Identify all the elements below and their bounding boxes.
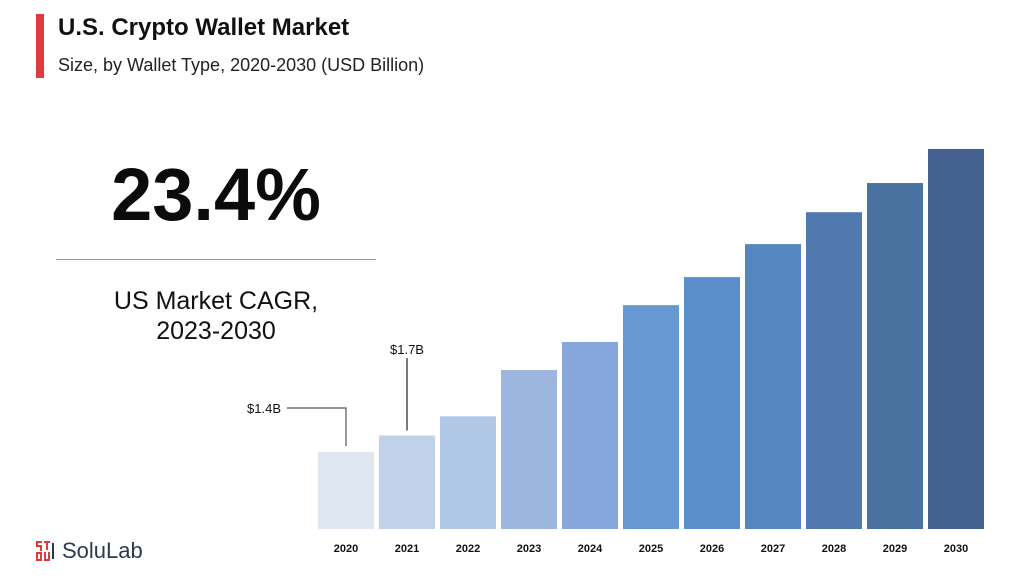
bar-2024: [562, 342, 618, 529]
bar-2021: [379, 435, 435, 529]
x-tick-label: 2023: [517, 543, 541, 555]
bar-2028: [806, 212, 862, 529]
x-tick-label: 2024: [578, 543, 603, 555]
cagr-label-line2: 2023-2030: [156, 317, 276, 345]
bar-2022: [440, 416, 496, 529]
cagr-label: US Market CAGR, 2023-2030: [56, 286, 376, 346]
x-tick-label: 2020: [334, 543, 358, 555]
data-label: $1.4B: [247, 401, 281, 416]
bar-2026: [684, 277, 740, 529]
data-label: $1.7B: [390, 342, 424, 357]
bar-2020: [318, 452, 374, 529]
cagr-value: 23.4%: [111, 153, 321, 236]
x-tick-label: 2026: [700, 543, 724, 555]
solulab-logo-icon: [36, 541, 54, 561]
x-tick-label: 2029: [883, 543, 907, 555]
cagr-label-line1: US Market CAGR,: [113, 287, 319, 315]
chart-subtitle: Size, by Wallet Type, 2020-2030 (USD Bil…: [58, 55, 425, 75]
title-accent-bar: [36, 14, 44, 78]
x-tick-label: 2021: [395, 543, 419, 555]
bar-2023: [501, 370, 557, 529]
bar-2030: [928, 148, 984, 529]
solulab-logo: SoluLab: [36, 538, 143, 564]
x-tick-label: 2022: [456, 543, 480, 555]
bar-2025: [623, 305, 679, 529]
brand-name: SoluLab: [62, 538, 143, 563]
bar-2029: [867, 183, 923, 530]
divider: [56, 259, 376, 260]
chart-title: U.S. Crypto Wallet Market: [58, 14, 350, 41]
x-tick-label: 2027: [761, 543, 785, 555]
data-label-leader: [287, 407, 347, 446]
bar-2027: [745, 244, 801, 529]
x-tick-label: 2030: [944, 543, 968, 555]
x-tick-label: 2025: [639, 543, 663, 555]
x-tick-label: 2028: [822, 543, 846, 555]
